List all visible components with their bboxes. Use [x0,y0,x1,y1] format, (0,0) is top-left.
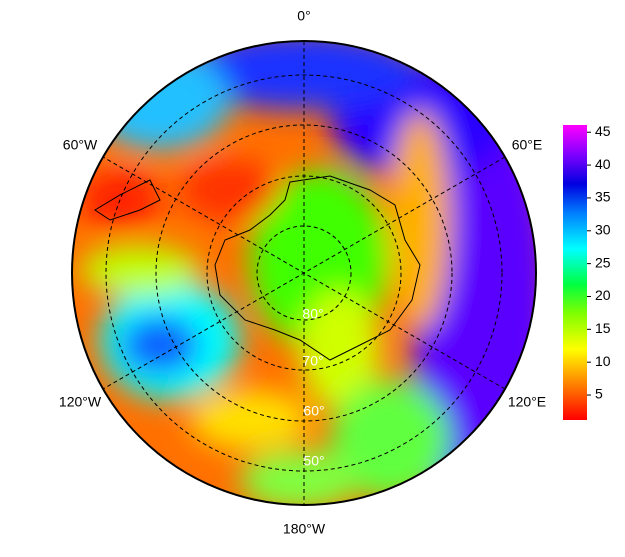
colorbar-tick-label: 40 [595,156,611,172]
antarctica-coastline [94,175,421,361]
lon-label: 60°W [63,137,98,153]
lat-label: 80° [302,306,323,322]
colorbar-tick-label: 20 [595,287,611,303]
lon-label: 120°W [59,394,102,410]
colorbar-tick-label: 5 [595,386,603,402]
lat-labels: 80° 70° 60° 50° [302,306,324,469]
colorbar-tick-label: 45 [595,123,611,139]
lat-label: 70° [302,353,323,369]
colorbar-tick-label: 30 [595,221,611,237]
lon-label: 180°W [283,521,326,537]
map-border [71,40,537,506]
lon-label: 60°E [512,137,543,153]
colorbar-tick-label: 15 [595,320,611,336]
colorbar-tick-label: 35 [595,189,611,205]
colorbar-tick-label: 10 [595,353,611,369]
colorbar [563,125,587,420]
graticule [102,41,506,505]
lon-label: 0° [297,8,310,24]
colorbar-tick-label: 25 [595,254,611,270]
lat-label: 50° [303,453,324,469]
lon-label: 120°E [508,394,546,410]
lat-label: 60° [303,403,324,419]
